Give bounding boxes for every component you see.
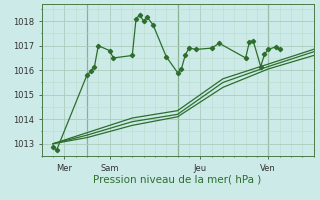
X-axis label: Pression niveau de la mer( hPa ): Pression niveau de la mer( hPa )	[93, 174, 262, 184]
